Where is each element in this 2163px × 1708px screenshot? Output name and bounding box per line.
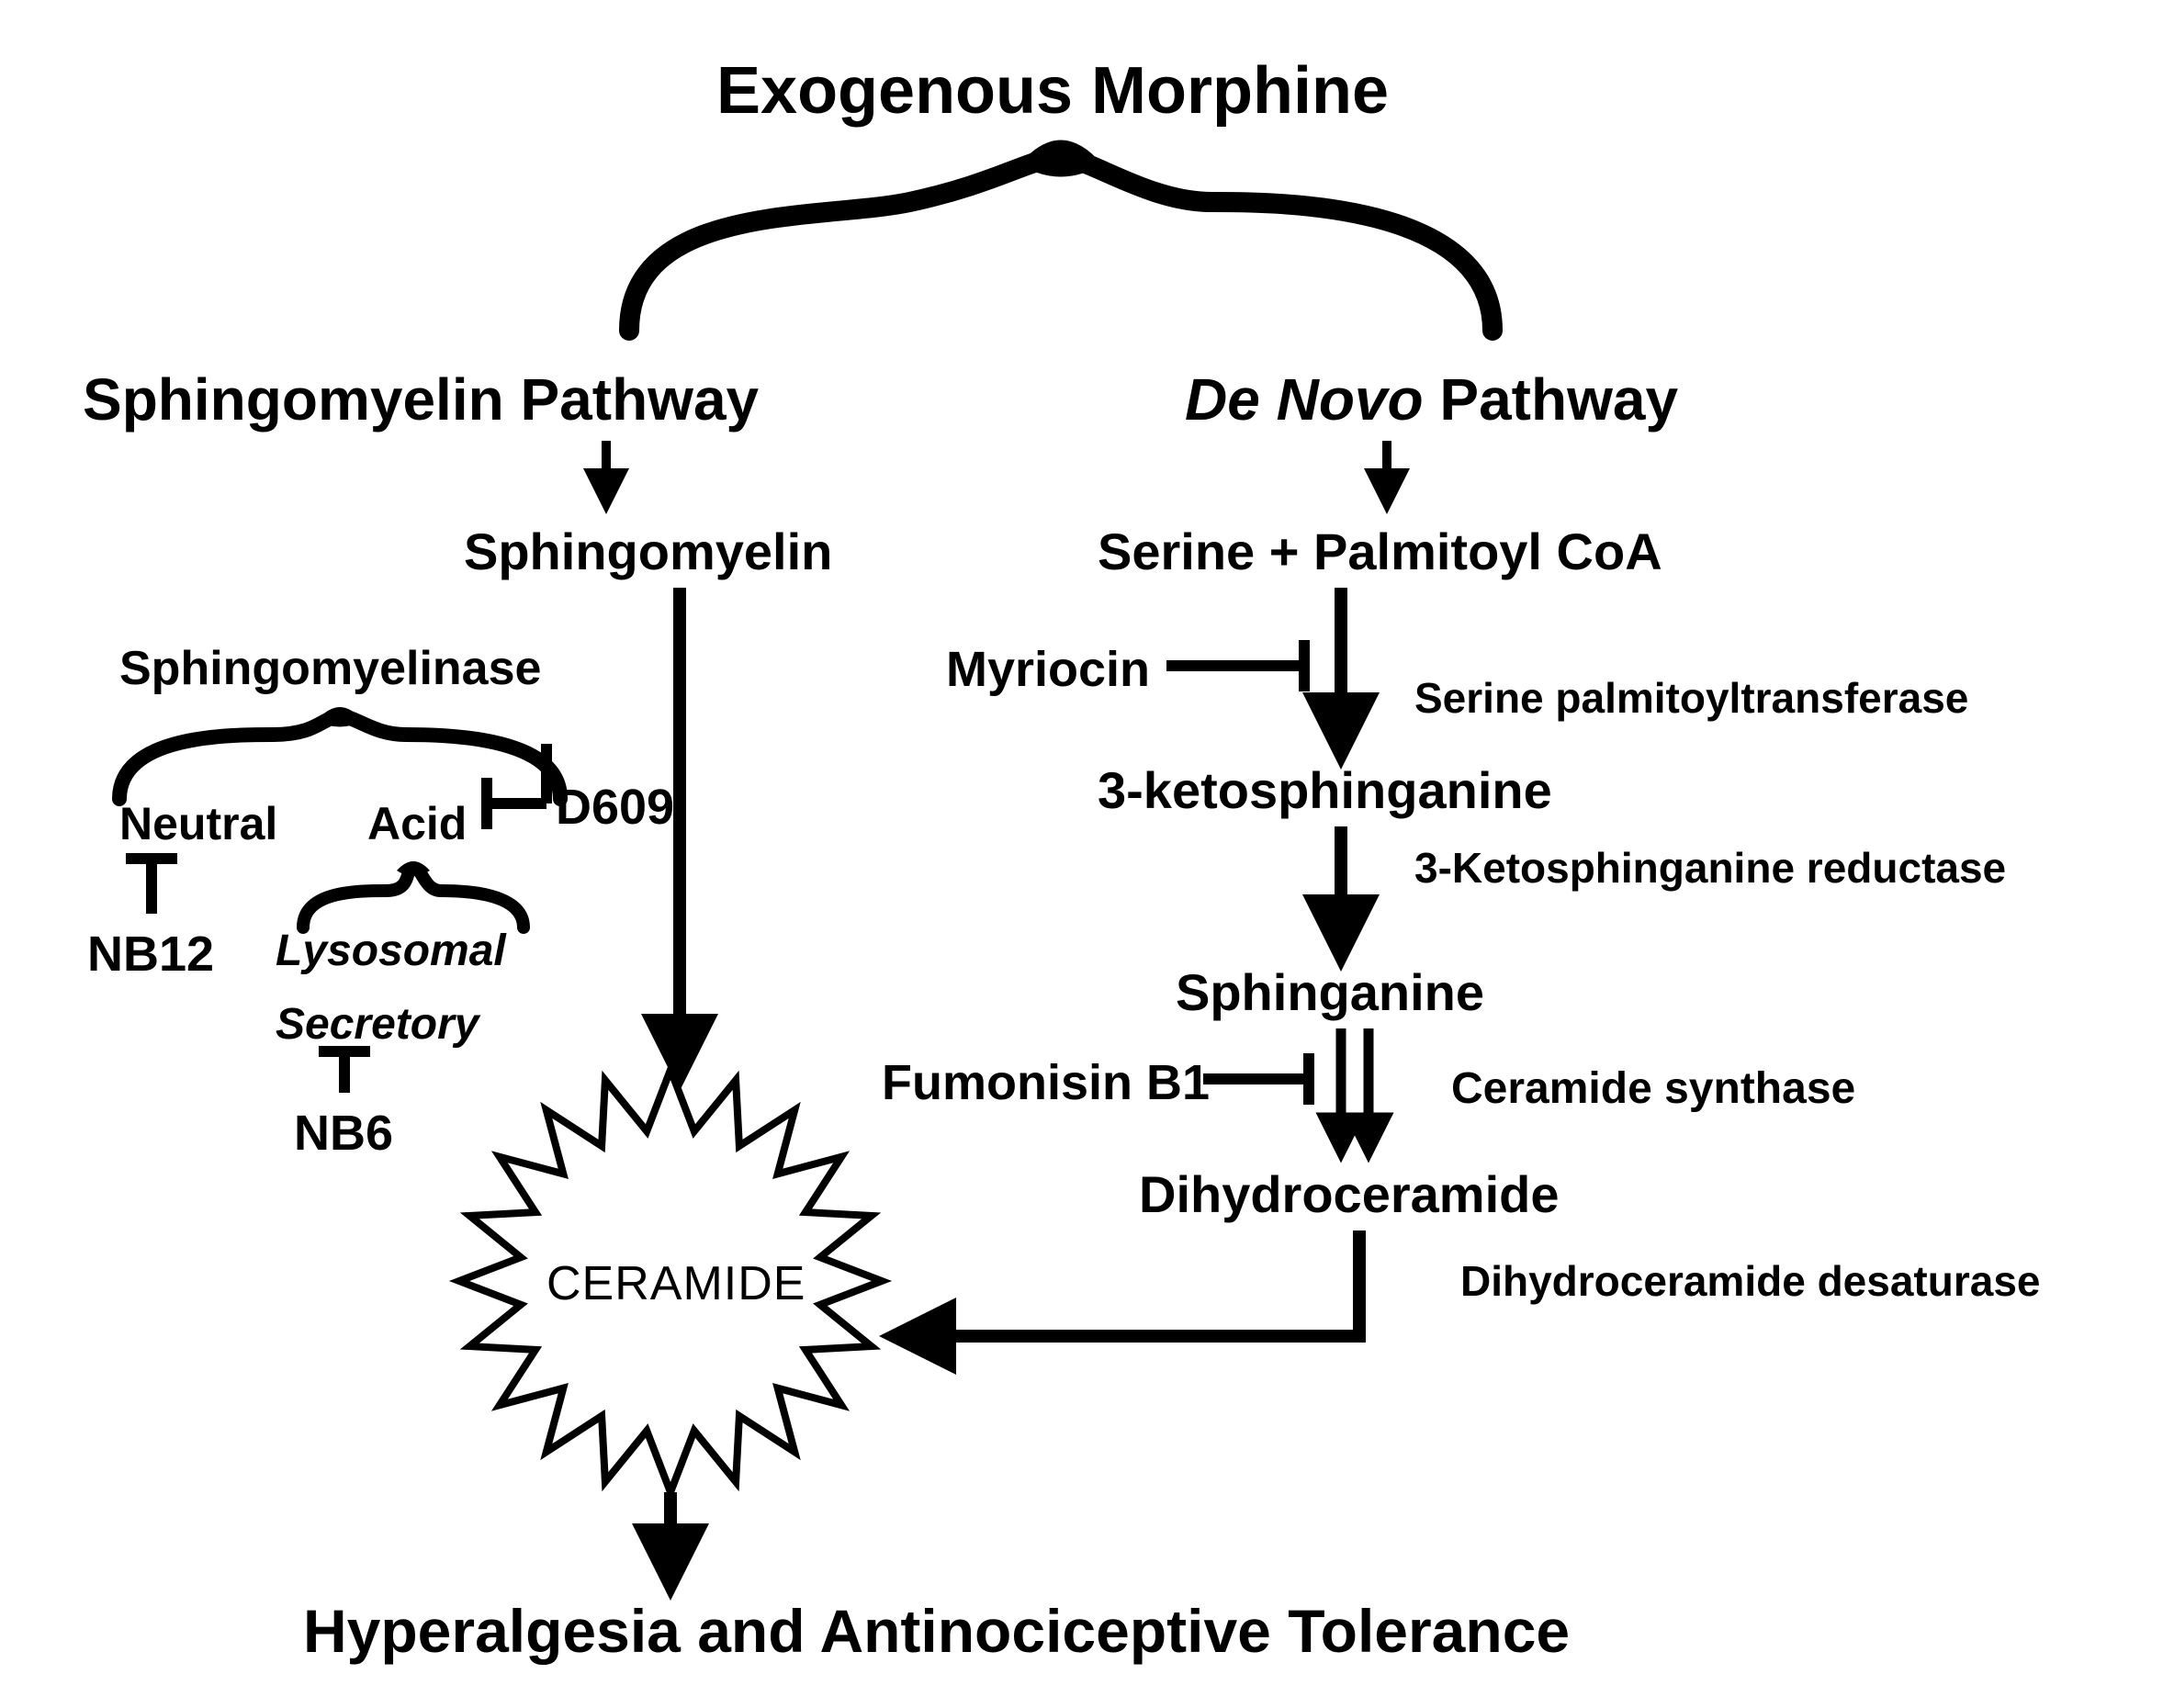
serine-palmitoyl-node: Serine + Palmitoyl CoA <box>1098 523 1662 580</box>
ceramide-synthase-enzyme-label: Ceramide synthase <box>1451 1065 1855 1114</box>
secretory-label: Secretory <box>276 1001 479 1050</box>
nb12-label: NB12 <box>87 927 214 982</box>
denovo-italic: De Novo <box>1185 366 1424 433</box>
big-brace <box>629 157 1493 331</box>
big-brace-nub <box>1020 140 1102 177</box>
outcome-label: Hyperalgesia and Antinociceptive Toleran… <box>303 1598 1570 1665</box>
denovo-pathway-label: De Novo Pathway <box>1185 367 1678 432</box>
nb6-label: NB6 <box>294 1107 393 1161</box>
sphingomyelinase-brace <box>119 716 560 799</box>
dihydroceramide-node: Dihydroceramide <box>1139 1166 1560 1223</box>
spt-enzyme-label: Serine palmitoyltransferase <box>1414 675 1968 722</box>
ceramide-label: CERAMIDE <box>546 1258 805 1310</box>
sphingomyelin-pathway-label: Sphingomyelin Pathway <box>83 367 759 432</box>
diagram-canvas: Exogenous Morphine Sphingomyelin Pathway… <box>0 0 2163 1708</box>
ketosphinganine-node: 3-ketosphinganine <box>1098 762 1552 819</box>
acid-brace <box>303 868 524 927</box>
title-label: Exogenous Morphine <box>716 55 1389 128</box>
desaturase-enzyme-label: Dihydroceramide desaturase <box>1460 1258 2041 1305</box>
sphingomyelin-node: Sphingomyelin <box>464 523 832 580</box>
fumonisin-label: Fumonisin B1 <box>882 1056 1210 1110</box>
d609-label: D609 <box>556 781 674 835</box>
sphingomyelinase-label: Sphingomyelinase <box>119 643 541 695</box>
lysosomal-label: Lysosomal <box>276 927 506 976</box>
neutral-label: Neutral <box>119 799 277 849</box>
sphinganine-node: Sphinganine <box>1176 964 1484 1021</box>
ketoreductase-enzyme-label: 3-Ketosphinganine reductase <box>1414 845 2006 892</box>
acid-label: Acid <box>367 799 467 849</box>
denovo-rest: Pathway <box>1424 366 1678 433</box>
myriocin-label: Myriocin <box>946 643 1150 697</box>
dhc-to-ceramide-arrow <box>905 1230 1359 1336</box>
